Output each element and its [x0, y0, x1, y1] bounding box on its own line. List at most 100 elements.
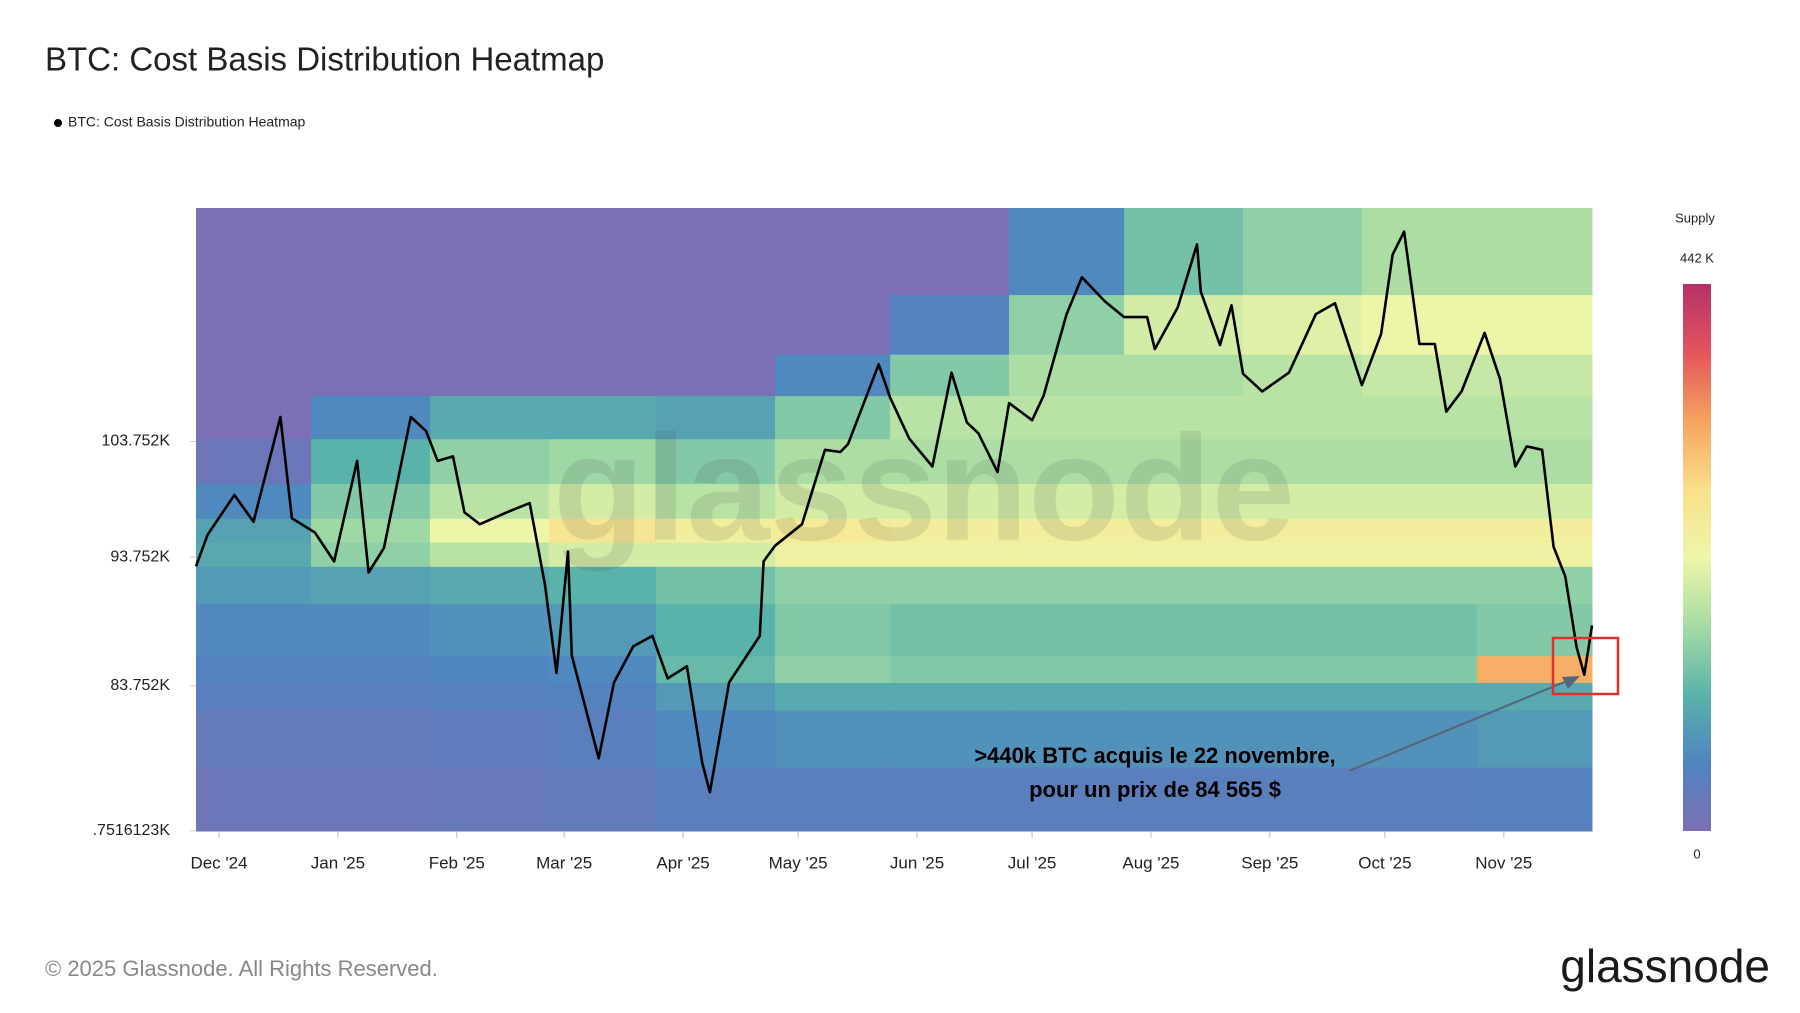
heatmap-cell [656, 682, 776, 711]
logo: glassnode [1560, 940, 1770, 992]
heatmap-cell [1476, 682, 1593, 711]
arrow-head [1562, 676, 1580, 689]
heatmap-cell [1361, 603, 1478, 657]
heatmap-cell [656, 655, 776, 683]
heatmap-cell [429, 354, 550, 397]
x-tick-label: Jan '25 [311, 853, 365, 872]
x-tick-label: Sep '25 [1241, 853, 1298, 872]
heatmap-cell [775, 767, 891, 832]
heatmap-cell [1009, 518, 1125, 543]
heatmap-cell [656, 603, 776, 657]
heatmap-cell [1476, 294, 1593, 355]
heatmap-cell [775, 208, 891, 296]
heatmap-cell [1243, 354, 1363, 397]
heatmap-cell [1476, 767, 1593, 832]
heatmap-cell [548, 208, 657, 296]
heatmap-cell [1243, 542, 1363, 567]
heatmap-cell [1124, 483, 1244, 519]
heatmap-cell [1243, 395, 1363, 440]
heatmap-cell [311, 438, 431, 484]
heatmap-cell [775, 655, 891, 683]
heatmap-cell [1476, 542, 1593, 567]
heatmap-cell [656, 518, 776, 543]
heatmap-cell [1243, 603, 1363, 657]
heatmap-cell [1009, 294, 1125, 355]
heatmap-cell [1361, 542, 1478, 567]
heatmap-cell [1243, 767, 1363, 832]
heatmap-cell [548, 354, 657, 397]
heatmap-cell [196, 483, 312, 519]
annotation: pour un prix de 84 565 $ [1029, 777, 1281, 802]
heatmap-cell [1124, 395, 1244, 440]
heatmap-cell [1243, 566, 1363, 605]
heatmap-cell [429, 767, 550, 832]
heatmap-cell [656, 438, 776, 484]
x-tick-label: Nov '25 [1475, 853, 1532, 872]
heatmap-cell [1476, 208, 1593, 296]
x-tick-label: Jul '25 [1008, 853, 1057, 872]
heatmap-cell [1124, 710, 1244, 768]
heatmap-cell [1009, 655, 1125, 683]
heatmap-cell [1009, 710, 1125, 768]
heatmap-cell [775, 395, 891, 440]
heatmap-cell [548, 603, 657, 657]
heatmap-cell [1124, 518, 1244, 543]
heatmap-cell [429, 294, 550, 355]
heatmap-cell [890, 542, 1010, 567]
heatmap-cell [890, 655, 1010, 683]
heatmap-cell [311, 603, 431, 657]
heatmap-cell [1361, 767, 1478, 832]
heatmap-cell [775, 542, 891, 567]
heatmap-cell [1124, 655, 1244, 683]
heatmap-cell [429, 542, 550, 567]
heatmap-cell [890, 438, 1010, 484]
heatmap-cell [890, 395, 1010, 440]
heatmap-cell [429, 208, 550, 296]
heatmap-cell [1476, 566, 1593, 605]
heatmap-cell [548, 682, 657, 711]
x-tick-label: Aug '25 [1122, 853, 1179, 872]
heatmap-cell [1124, 767, 1244, 832]
legend-label: BTC: Cost Basis Distribution Heatmap [68, 114, 306, 130]
heatmap-cell [1243, 483, 1363, 519]
heatmap-cell [656, 354, 776, 397]
heatmap-cell [1243, 682, 1363, 711]
heatmap-cell [775, 566, 891, 605]
heatmap-cell [890, 208, 1010, 296]
heatmap-cell [196, 682, 312, 711]
heatmap-cell [1361, 294, 1478, 355]
heatmap-cell [1009, 542, 1125, 567]
heatmap-cell [429, 682, 550, 711]
heatmap-cell [775, 710, 891, 768]
heatmap-cell [548, 483, 657, 519]
heatmap-cell [775, 438, 891, 484]
heatmap-cell [775, 603, 891, 657]
heatmap-cell [1243, 655, 1363, 683]
heatmap-cell [1124, 354, 1244, 397]
heatmap-cell [196, 294, 312, 355]
heatmap-cell [775, 682, 891, 711]
annotation-arrow [1348, 677, 1575, 772]
heatmap-cell [1361, 483, 1478, 519]
heatmap-cell [1009, 438, 1125, 484]
heatmap-cell [890, 710, 1010, 768]
heatmap-cell [1361, 395, 1478, 440]
y-tick-label: 103.752K [101, 433, 170, 450]
footer: © 2025 Glassnode. All Rights Reserved. [45, 956, 438, 981]
heatmap-cell [1476, 518, 1593, 543]
highlight-box [1551, 636, 1620, 696]
colorbar-title: Supply [1675, 210, 1715, 225]
x-tick-label: Mar '25 [536, 853, 592, 872]
heatmap-cell [311, 208, 431, 296]
heatmap-cell [656, 566, 776, 605]
heatmap-cell [890, 518, 1010, 543]
heatmap-cell [1361, 655, 1478, 683]
heatmap-cell [311, 655, 431, 683]
heatmap-cell [1476, 603, 1593, 657]
heatmap-cell [1361, 682, 1478, 711]
heatmap-cell [1361, 438, 1478, 484]
heatmap-cell [196, 603, 312, 657]
heatmap-cell [311, 710, 431, 768]
heatmap-cell [548, 767, 657, 832]
